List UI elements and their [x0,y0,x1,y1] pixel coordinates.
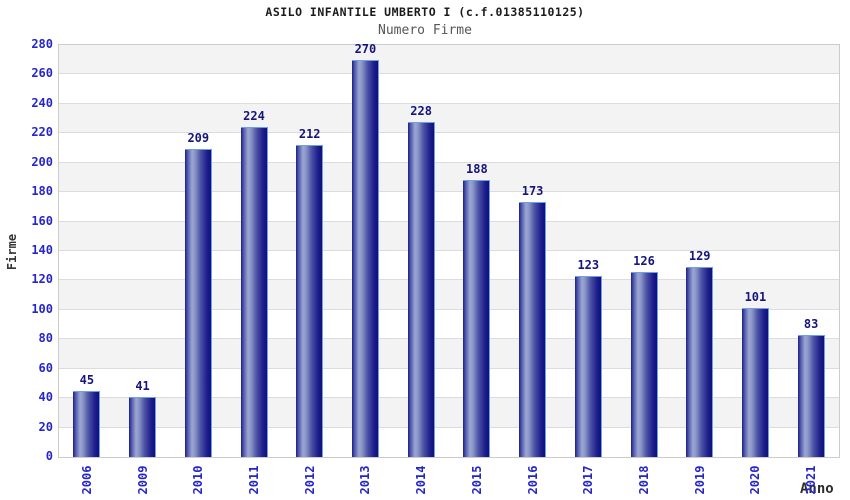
x-tick-label: 2010 [191,465,206,495]
x-tick-label: 2006 [79,465,94,495]
grid-band-plain [59,192,839,222]
grid-band-shaded [59,398,839,428]
y-tick-label: 180 [31,184,53,199]
y-tick-label: 40 [38,390,53,405]
bar-value-label: 129 [688,249,711,263]
bar-value-label: 173 [521,184,544,198]
grid-band-shaded [59,339,839,369]
bar [519,202,547,457]
x-tick-label: 2009 [135,465,150,495]
x-tick-label: 2016 [525,465,540,495]
x-tick-label: 2011 [247,465,261,495]
bar-value-label: 83 [803,317,819,331]
y-tick-label: 140 [31,243,53,257]
bar [184,149,212,457]
bar [741,308,769,457]
bar [240,127,268,457]
grid-band-shaded [59,103,839,134]
bar [686,267,714,457]
bar-value-label: 101 [744,290,767,304]
bar-value-label: 188 [466,162,488,176]
x-tick-label: 2019 [692,465,707,495]
chart-subtitle: Numero Firme [378,23,472,38]
y-tick-label: 120 [31,272,53,287]
x-tick-label: 2021 [804,465,819,495]
bar [574,276,602,457]
bar-value-label: 45 [79,373,95,387]
chart-title: ASILO INFANTILE UMBERTO I (c.f.013851101… [265,5,585,19]
x-tick-label: 2017 [581,465,596,495]
grid-band-plain [59,74,839,104]
bar-value-label: 270 [354,42,377,56]
bar [73,391,101,457]
y-tick-label: 220 [31,125,53,140]
grid-band-shaded [59,280,839,310]
bar [351,60,379,457]
y-tick-label: 0 [45,449,53,463]
bar-value-label: 126 [633,254,655,268]
bar [463,180,491,457]
grid-band-shaded [59,45,839,75]
y-tick-label: 240 [31,95,53,110]
x-tick-label: 2015 [469,465,484,495]
bar-value-label: 212 [298,127,321,141]
x-tick-label: 2018 [637,465,651,495]
grid-band-plain [59,309,839,340]
y-tick-label: 260 [31,66,53,81]
bar [797,335,825,457]
bar-value-label: 123 [577,258,600,272]
bar-value-label: 228 [410,104,432,118]
bar-value-label: 209 [187,131,210,145]
y-tick-label: 160 [31,213,53,228]
y-tick-label: 80 [38,331,53,346]
bar [296,145,324,457]
grid-band-shaded [59,221,839,251]
grid-band-plain [59,427,839,457]
plot-area: 45 41 209 224 212 270 228 188 173 123 126 129 101 83 [58,42,840,458]
x-tick-label: 2020 [748,465,763,495]
bar [129,397,157,457]
grid-band-plain [59,368,839,399]
bar-value-label: 224 [243,109,265,123]
x-axis-title: Anno [800,481,834,497]
x-tick-label: 2012 [302,465,317,495]
y-tick-label: 60 [38,360,53,375]
y-tick-label: 20 [38,419,53,434]
y-tick-label: 280 [31,37,53,51]
y-tick-label: 200 [31,154,53,169]
bar [630,272,658,457]
x-tick-label: 2013 [358,465,373,495]
x-tick-label: 2014 [414,465,429,495]
bar [407,122,435,457]
bar-value-label: 41 [135,379,150,393]
y-tick-label: 100 [31,301,53,316]
